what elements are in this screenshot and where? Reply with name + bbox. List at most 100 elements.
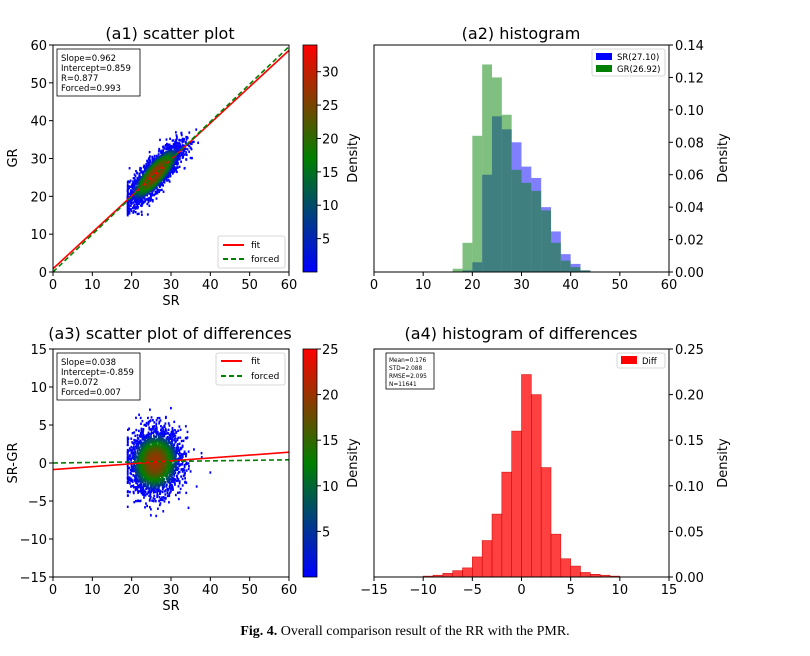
scatter-point bbox=[162, 428, 164, 431]
scatter-point bbox=[151, 200, 154, 203]
scatter-point bbox=[126, 461, 129, 465]
scatter-point bbox=[173, 469, 176, 472]
scatter-point bbox=[181, 484, 184, 487]
scatter-point bbox=[170, 433, 172, 436]
scatter-point bbox=[138, 485, 140, 488]
scatter-point bbox=[175, 464, 177, 467]
scatter-point bbox=[149, 486, 152, 489]
scatter-point bbox=[185, 481, 188, 484]
scatter-point bbox=[188, 131, 191, 134]
scatter-point bbox=[181, 153, 184, 156]
scatter-point bbox=[178, 482, 181, 485]
scatter-point bbox=[146, 485, 149, 488]
scatter-point bbox=[162, 480, 165, 483]
scatter-point bbox=[180, 468, 183, 471]
scatter-point bbox=[137, 212, 140, 216]
scatter-point bbox=[146, 479, 149, 482]
scatter-point bbox=[173, 465, 176, 469]
scatter-point bbox=[126, 208, 129, 211]
scatter-point bbox=[149, 159, 151, 162]
scatter-point bbox=[140, 167, 142, 170]
scatter-point bbox=[158, 422, 161, 425]
scatter-point bbox=[153, 489, 156, 492]
scatter-point bbox=[161, 426, 164, 430]
scatter-point bbox=[136, 171, 138, 175]
scatter-point bbox=[170, 435, 172, 438]
legend: fit forced bbox=[217, 235, 286, 269]
scatter-point bbox=[129, 454, 132, 457]
scatter-point bbox=[166, 431, 169, 434]
scatter-point bbox=[129, 185, 132, 189]
scatter-point bbox=[136, 439, 139, 443]
scatter-point bbox=[150, 448, 153, 452]
scatter-point bbox=[173, 451, 176, 455]
scatter-point bbox=[131, 186, 134, 190]
scatter-point bbox=[165, 440, 168, 443]
scatter-point bbox=[134, 468, 137, 472]
scatter-point bbox=[173, 472, 176, 475]
scatter-point bbox=[126, 210, 129, 214]
scatter-point bbox=[173, 143, 175, 146]
scatter-point bbox=[153, 494, 156, 498]
scatter-point bbox=[186, 462, 189, 465]
scatter-point bbox=[136, 442, 139, 445]
scatter-point bbox=[184, 481, 186, 484]
scatter-point bbox=[151, 499, 153, 502]
scatter-point bbox=[159, 478, 162, 481]
x-axis-label: SR bbox=[162, 294, 179, 309]
scatter-point bbox=[156, 468, 159, 472]
scatter-point bbox=[149, 155, 151, 158]
scatter-point bbox=[154, 484, 157, 488]
scatter-point bbox=[157, 153, 160, 156]
scatter-point bbox=[155, 441, 158, 445]
scatter-point bbox=[166, 487, 169, 491]
scatter-point bbox=[173, 443, 175, 446]
scatter-point bbox=[130, 200, 133, 203]
scatter-point bbox=[151, 487, 154, 491]
scatter-point bbox=[170, 477, 173, 480]
scatter-point bbox=[176, 438, 179, 441]
scatter-point bbox=[138, 201, 141, 204]
scatter-point bbox=[149, 419, 152, 423]
scatter-point bbox=[157, 483, 160, 486]
scatter-point bbox=[134, 452, 137, 456]
scatter-point bbox=[155, 426, 158, 430]
scatter-point bbox=[158, 416, 161, 420]
scatter-point bbox=[156, 190, 158, 194]
scatter-point bbox=[177, 446, 179, 449]
scatter-point bbox=[176, 170, 178, 174]
scatter-point bbox=[155, 419, 158, 422]
x-tick-label: 40 bbox=[202, 278, 219, 293]
scatter-point bbox=[172, 477, 175, 480]
scatter-point bbox=[150, 416, 153, 419]
scatter-point bbox=[169, 478, 171, 481]
scatter-point bbox=[153, 480, 156, 484]
scatter-point bbox=[165, 453, 168, 457]
scatter-point bbox=[149, 508, 152, 511]
scatter-point bbox=[195, 485, 198, 488]
scatter-point bbox=[167, 471, 170, 474]
bar-gr bbox=[541, 210, 551, 272]
scatter-point bbox=[154, 490, 157, 494]
scatter-point bbox=[145, 469, 148, 472]
colorbar-label: Density bbox=[346, 133, 361, 183]
scatter-point bbox=[131, 484, 133, 488]
scatter-point bbox=[126, 438, 129, 442]
scatter-point bbox=[190, 142, 193, 146]
scatter-point bbox=[175, 430, 178, 434]
scatter-point bbox=[154, 429, 156, 432]
colorbar-tick-label: 5 bbox=[322, 233, 330, 248]
scatter-point bbox=[185, 153, 188, 157]
scatter-point bbox=[180, 446, 183, 450]
scatter-point bbox=[163, 425, 166, 429]
chart-title: (a1) scatter plot bbox=[105, 24, 234, 43]
scatter-point bbox=[149, 493, 152, 496]
scatter-point bbox=[141, 179, 144, 183]
scatter-point bbox=[177, 478, 180, 481]
scatter-point bbox=[130, 472, 133, 476]
scatter-point bbox=[164, 175, 167, 179]
scatter-point bbox=[129, 179, 132, 182]
scatter-point bbox=[172, 170, 175, 174]
scatter-point bbox=[178, 148, 181, 152]
scatter-point bbox=[169, 153, 172, 156]
